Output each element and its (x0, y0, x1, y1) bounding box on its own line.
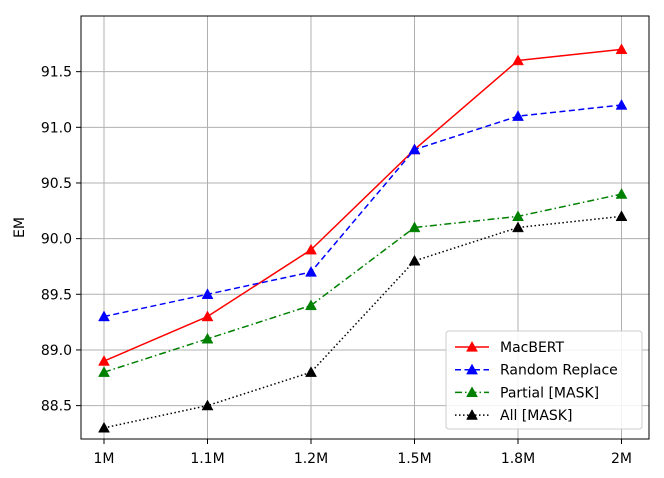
series-line (103, 215, 622, 429)
legend: MacBERT Random Replace Partial [MASK] All [… (445, 330, 643, 430)
y-tick-label: 90.5 (41, 176, 72, 192)
y-axis: 88.5 89.0 89.5 90.0 90.5 91.0 91.5 (41, 65, 81, 415)
data-point (98, 421, 110, 433)
legend-marker (466, 340, 478, 352)
data-point (305, 266, 317, 277)
data-point (408, 221, 421, 233)
series-partial-mask (98, 188, 628, 377)
series-line (103, 193, 622, 373)
x-tick-label: 2M (611, 451, 632, 467)
legend-item: MacBERT (455, 340, 565, 356)
data-point (201, 332, 214, 344)
data-point (98, 310, 110, 322)
data-point (98, 366, 110, 377)
data-point (615, 43, 628, 55)
legend-marker (466, 386, 478, 398)
data-point (512, 110, 524, 121)
data-point (512, 221, 524, 233)
x-tick-label: 1.2M (294, 451, 328, 467)
x-axis: 1M 1.1M 1.2M 1.5M 1.8M 2M (94, 439, 632, 467)
data-point (305, 299, 317, 311)
x-tick-label: 1M (94, 451, 115, 467)
data-point (201, 288, 214, 299)
data-point (408, 143, 421, 155)
series-all-mask (98, 210, 628, 433)
legend-label: Random Replace (500, 363, 618, 379)
series-macbert (98, 43, 628, 366)
legend-marker (466, 363, 478, 375)
data-point (512, 210, 524, 222)
legend-label: Partial [MASK] (500, 385, 599, 401)
data-point (98, 355, 110, 366)
data-point (305, 243, 317, 255)
data-point (305, 366, 317, 377)
data-point (201, 399, 214, 411)
x-tick-label: 1.5M (397, 451, 431, 467)
x-tick-label: 1.8M (501, 451, 535, 467)
data-point (512, 54, 524, 66)
data-point (408, 254, 421, 266)
y-axis-label: EM (12, 217, 28, 238)
legend-item: Random Replace (455, 363, 618, 379)
legend-item: All [MASK] (455, 408, 572, 424)
y-tick-label: 91.5 (41, 65, 72, 81)
legend-marker (466, 409, 478, 420)
series-line (103, 104, 622, 318)
legend-label: All [MASK] (500, 408, 572, 424)
legend-label: MacBERT (500, 340, 565, 356)
y-tick-label: 91.0 (41, 120, 72, 136)
plot-frame (80, 15, 650, 440)
series-random-replace (98, 99, 628, 322)
data-point (615, 188, 628, 199)
data-point (615, 210, 628, 222)
x-tick-label: 1.1M (190, 451, 224, 467)
data-point (201, 310, 214, 322)
y-tick-label: 90.0 (41, 232, 72, 248)
y-tick-label: 89.5 (41, 287, 72, 303)
data-point (615, 99, 628, 110)
y-tick-label: 89.0 (41, 343, 72, 359)
y-tick-label: 88.5 (41, 399, 72, 415)
series-line (103, 48, 622, 362)
legend-item: Partial [MASK] (455, 385, 599, 401)
legend-box (445, 330, 643, 430)
